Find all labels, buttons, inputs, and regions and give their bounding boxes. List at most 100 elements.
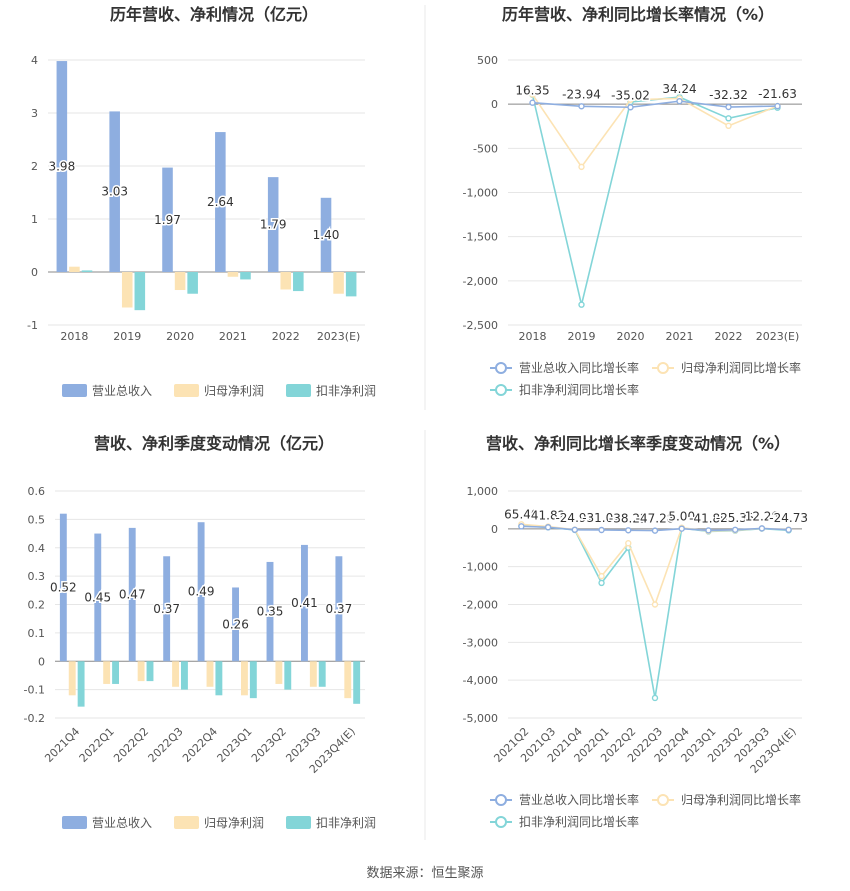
bar-deducted-profit (318, 661, 326, 687)
line-point (678, 525, 685, 532)
line-deducted-profit-growth (531, 94, 778, 305)
line-value-label: 16.35 (515, 84, 549, 98)
legend-label: 扣非净利润 (316, 384, 376, 398)
bar-revenue (267, 177, 279, 272)
x-tick-label: 2023Q1 (215, 725, 255, 765)
bar-value-label: 0.41 (291, 596, 318, 610)
x-tick-label: 2023Q2 (249, 725, 289, 765)
bar-parent-profit (103, 661, 111, 684)
x-tick-label: 2021 (666, 330, 694, 343)
y-tick-label: 0.6 (28, 485, 46, 498)
line-point (785, 526, 792, 533)
line-value-label: -35.02 (611, 88, 650, 102)
y-tick-label: -1,500 (463, 231, 498, 244)
x-tick-label: 2022Q2 (111, 725, 151, 765)
legend-label: 营业总收入 (92, 384, 152, 398)
bar-revenue (320, 197, 332, 272)
bar-parent-profit (241, 661, 248, 696)
line-point (651, 601, 659, 608)
line-value-label: -24.73 (769, 511, 808, 525)
y-tick-label: -1 (27, 319, 38, 332)
y-tick-label: -0.1 (24, 684, 45, 697)
y-tick-label: 0 (38, 655, 45, 668)
y-tick-label: 0.2 (28, 599, 46, 612)
x-tick-label: 2022Q1 (77, 725, 117, 765)
y-tick-label: 0.3 (28, 570, 46, 583)
y-tick-label: 0 (491, 98, 498, 111)
bar-revenue (215, 132, 226, 272)
bar-revenue (109, 111, 120, 272)
bar-parent-profit (121, 272, 133, 308)
line-parent-profit-growth (531, 94, 778, 169)
bar-value-label: 3.98 (48, 160, 75, 174)
y-tick-label: -1,000 (463, 187, 498, 200)
bar-deducted-profit (249, 661, 257, 699)
y-tick-label: -0.2 (24, 712, 45, 725)
x-tick-label: 2022 (272, 330, 300, 343)
bar-deducted-profit (146, 661, 154, 682)
chart-2: 历年营收、净利同比增长率情况（%） -2,500 -2,000 -1,500 -1,00… (463, 5, 802, 397)
bar-parent-profit (344, 661, 352, 699)
bar-value-label: 1.79 (260, 218, 287, 232)
legend-swatch (174, 384, 199, 397)
chart-4: 营收、净利同比增长率季度变动情况（%） -5,000 -4,000 -3,000 -2,… (463, 434, 810, 829)
chart-3: 营收、净利季度变动情况（亿元） -0.2 -0.1 0 0.1 0.2 0.3 0.4 0.5 0… (24, 434, 376, 830)
bar-revenue (301, 544, 308, 662)
legend-label: 归母净利润 (204, 816, 264, 830)
y-tick-label: -2,000 (463, 599, 498, 612)
line-point (627, 96, 634, 103)
line-point (598, 526, 605, 534)
line-value-label: -41.89 (689, 511, 728, 525)
x-tick-label: 2018 (60, 330, 88, 343)
bar-value-label: 0.45 (84, 590, 111, 604)
line-value-label: -38.22 (609, 511, 648, 525)
line-point (625, 540, 632, 547)
y-tick-label: 0 (31, 266, 38, 279)
line-point (725, 122, 732, 130)
bar-parent-profit (333, 272, 344, 294)
legend-label: 归母净利润同比增长率 (681, 792, 801, 807)
bar-deducted-profit (77, 661, 85, 707)
legend-label: 扣非净利润 (316, 816, 376, 830)
line-value-label: -25.35 (716, 511, 755, 525)
bar-value-label: 0.35 (257, 605, 284, 619)
chart-title: 历年营收、净利同比增长率情况（%） (502, 5, 774, 24)
y-tick-label: -2,000 (463, 275, 498, 288)
chart-title: 营收、净利季度变动情况（亿元） (94, 434, 334, 453)
line-point (676, 97, 683, 105)
x-tick-label: 2020 (166, 330, 194, 343)
bar-parent-profit (227, 272, 239, 277)
y-tick-label: 1,000 (467, 485, 499, 498)
bar-deducted-profit (181, 661, 188, 690)
line-value-label: 34.24 (662, 82, 696, 96)
x-tick-label: 2022 (715, 330, 743, 343)
bar-value-label: 0.52 (50, 580, 77, 594)
legend-label: 营业总收入同比增长率 (519, 792, 639, 807)
bar-deducted-profit (293, 272, 304, 292)
chart-1: 历年营收、净利情况（亿元） -1 0 1 2 3 4 2018 2019 2020 2021 2022… (27, 5, 376, 398)
line-point (578, 163, 585, 171)
line-point (598, 572, 605, 580)
y-tick-label: 0 (491, 523, 498, 536)
legend-swatch (286, 816, 311, 829)
line-point (627, 104, 634, 111)
bar-revenue (59, 513, 67, 662)
bar-revenue (335, 556, 343, 662)
line-value-label: 5.00 (668, 510, 695, 524)
x-tick-label: 2023(E) (317, 330, 361, 343)
bar-revenue (56, 61, 68, 273)
bar-revenue (197, 522, 205, 662)
legend-label: 扣非净利润同比增长率 (519, 382, 639, 397)
y-tick-label: -3,000 (463, 636, 498, 649)
line-point (651, 694, 659, 702)
line-point (578, 301, 585, 308)
bar-value-label: 0.47 (119, 588, 146, 602)
bar-value-label: 0.37 (326, 602, 353, 616)
bar-value-label: 0.37 (153, 602, 180, 616)
line-point (529, 99, 536, 106)
legend-label: 营业总收入 (92, 816, 152, 830)
bar-deducted-profit (284, 661, 292, 690)
y-tick-label: 500 (477, 54, 498, 67)
x-tick-label: 2018 (519, 330, 547, 343)
